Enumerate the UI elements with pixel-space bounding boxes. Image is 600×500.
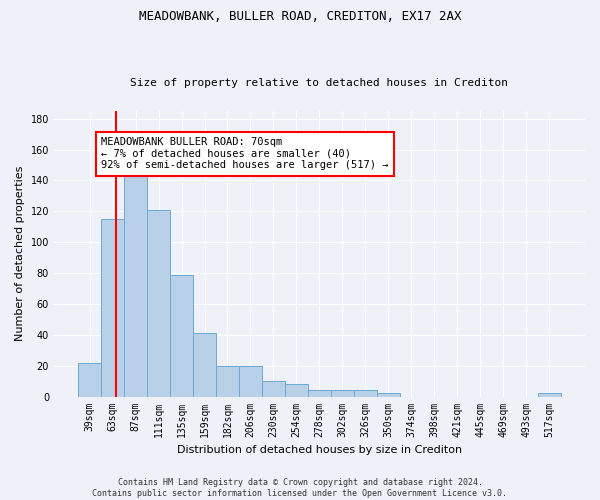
Text: MEADOWBANK, BULLER ROAD, CREDITON, EX17 2AX: MEADOWBANK, BULLER ROAD, CREDITON, EX17 … (139, 10, 461, 23)
Text: MEADOWBANK BULLER ROAD: 70sqm
← 7% of detached houses are smaller (40)
92% of se: MEADOWBANK BULLER ROAD: 70sqm ← 7% of de… (101, 137, 389, 170)
Text: Contains HM Land Registry data © Crown copyright and database right 2024.
Contai: Contains HM Land Registry data © Crown c… (92, 478, 508, 498)
Bar (170, 274, 193, 396)
Bar (354, 390, 377, 396)
Bar (78, 362, 101, 396)
Bar (262, 381, 285, 396)
Bar (101, 219, 124, 396)
Bar (239, 366, 262, 396)
Bar (147, 210, 170, 396)
Bar (216, 366, 239, 396)
Bar (331, 390, 354, 396)
Title: Size of property relative to detached houses in Crediton: Size of property relative to detached ho… (130, 78, 508, 88)
X-axis label: Distribution of detached houses by size in Crediton: Distribution of detached houses by size … (177, 445, 462, 455)
Bar (193, 334, 216, 396)
Bar (285, 384, 308, 396)
Bar (124, 170, 147, 396)
Bar (538, 394, 561, 396)
Bar (377, 394, 400, 396)
Bar (308, 390, 331, 396)
Y-axis label: Number of detached properties: Number of detached properties (15, 166, 25, 342)
